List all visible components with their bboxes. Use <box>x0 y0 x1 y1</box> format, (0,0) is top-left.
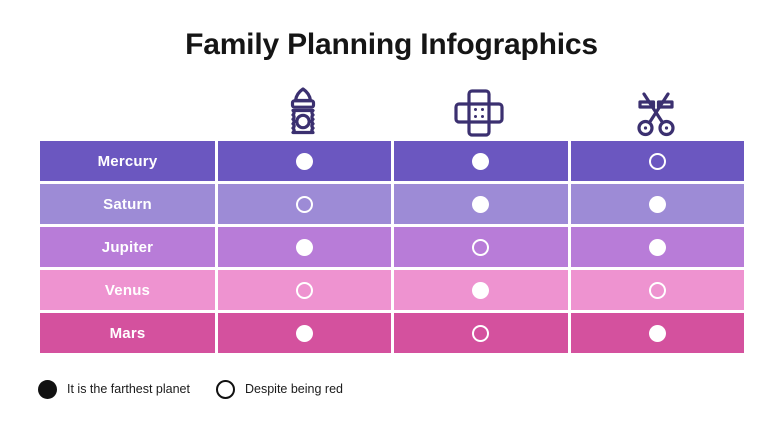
mark-dot <box>472 195 490 213</box>
column-header-1 <box>215 79 391 139</box>
row-label: Venus <box>104 281 151 299</box>
mark-dot <box>648 281 666 299</box>
legend-item: Despite being red <box>216 379 343 399</box>
table-row: Mercury <box>40 141 744 181</box>
scissors-icon <box>630 87 682 139</box>
mark-cell[interactable] <box>394 227 568 267</box>
legend-filled-dot-icon <box>38 379 57 399</box>
mark-cell[interactable] <box>570 227 744 267</box>
mark-cell[interactable] <box>394 313 568 353</box>
mark-cell[interactable] <box>394 184 568 224</box>
mark-dot <box>472 324 490 342</box>
table-row: Mars <box>40 313 744 353</box>
column-header-2 <box>391 79 567 139</box>
mark-dot <box>472 152 490 170</box>
mark-cell[interactable] <box>570 141 744 181</box>
bandage-plaster-icon <box>454 87 505 139</box>
mark-cell[interactable] <box>218 184 392 224</box>
legend: It is the farthest planet Despite being … <box>38 378 343 400</box>
row-label: Mars <box>109 324 146 342</box>
mark-dot <box>648 238 666 256</box>
column-header-3 <box>568 79 744 139</box>
mark-cell[interactable] <box>570 184 744 224</box>
legend-label: It is the farthest planet <box>67 382 190 396</box>
mark-cell[interactable] <box>218 270 392 310</box>
mark-dot <box>296 324 314 342</box>
mark-dot <box>296 152 314 170</box>
mark-cell[interactable] <box>218 227 392 267</box>
row-label-cell: Mercury <box>40 141 215 181</box>
legend-label: Despite being red <box>245 382 343 396</box>
mark-dot <box>472 281 490 299</box>
mark-cell[interactable] <box>570 313 744 353</box>
row-label-cell: Venus <box>40 270 215 310</box>
mark-cell[interactable] <box>218 313 392 353</box>
row-label: Saturn <box>103 195 152 213</box>
table-row: Jupiter <box>40 227 744 267</box>
mark-cell[interactable] <box>394 141 568 181</box>
legend-item: It is the farthest planet <box>38 379 190 399</box>
comparison-table: Mercury Saturn <box>40 141 744 353</box>
mark-cell[interactable] <box>570 270 744 310</box>
mark-cell[interactable] <box>218 141 392 181</box>
row-label: Mercury <box>97 152 158 170</box>
mark-dot <box>472 238 490 256</box>
table-row: Venus <box>40 270 744 310</box>
mark-dot <box>648 324 666 342</box>
table-row: Saturn <box>40 184 744 224</box>
mark-dot <box>648 152 666 170</box>
page-title: Family Planning Infographics <box>185 28 598 61</box>
row-label-cell: Jupiter <box>40 227 215 267</box>
mark-dot <box>296 195 314 213</box>
mark-cell[interactable] <box>394 270 568 310</box>
row-label-cell: Mars <box>40 313 215 353</box>
mark-dot <box>296 281 314 299</box>
mark-dot <box>296 238 314 256</box>
legend-hollow-dot-icon <box>216 379 235 399</box>
row-label-cell: Saturn <box>40 184 215 224</box>
mark-dot <box>648 195 666 213</box>
baby-bottle-icon <box>281 85 325 139</box>
column-icon-row <box>215 79 744 139</box>
row-label: Jupiter <box>101 238 154 256</box>
